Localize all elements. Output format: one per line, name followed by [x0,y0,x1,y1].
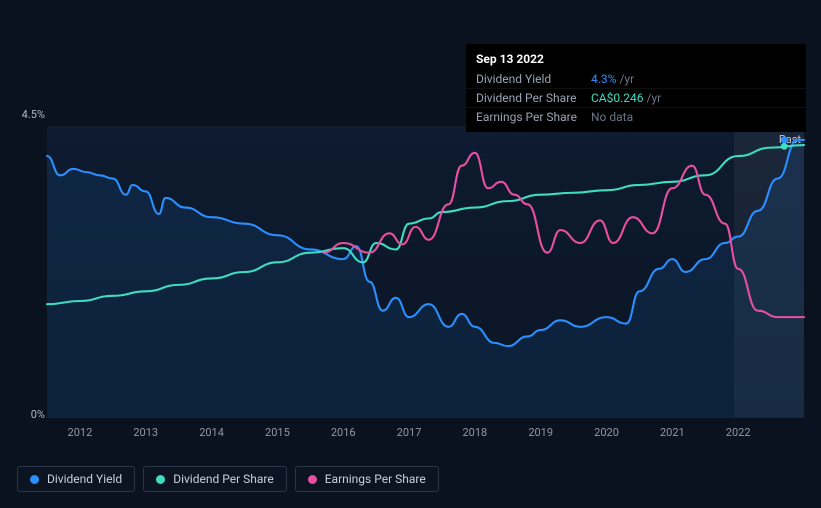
x-axis-tick: 2022 [726,426,751,439]
chart-tooltip: Sep 13 2022 Dividend Yield 4.3% /yr Divi… [466,44,806,132]
tooltip-label: Dividend Yield [476,72,591,86]
tooltip-value: 4.3% [591,72,616,86]
chart-svg [47,127,804,417]
x-axis: 2012 2013 2014 2015 2016 2017 2018 2019 2020 2021… [47,426,804,446]
x-axis-tick: 2013 [133,426,158,439]
legend-label: Dividend Per Share [173,472,274,486]
y-axis-label-min: 0% [17,408,45,421]
tooltip-row: Dividend Yield 4.3% /yr [466,70,806,89]
tooltip-unit: /yr [619,72,634,86]
legend-label: Earnings Per Share [325,472,426,486]
hover-dot-icon [781,136,788,143]
x-axis-tick: 2016 [331,426,356,439]
legend-dot-icon [308,475,317,484]
series-area [47,140,804,417]
tooltip-label: Earnings Per Share [476,110,591,124]
x-axis-tick: 2014 [199,426,224,439]
tooltip-value: CA$0.246 [591,91,644,105]
x-axis-tick: 2015 [265,426,290,439]
x-axis-tick: 2019 [528,426,553,439]
legend-item-dividend-per-share[interactable]: Dividend Per Share [143,466,287,492]
x-axis-tick: 2021 [660,426,685,439]
tooltip-value: No data [591,110,633,124]
hover-dot-icon [781,143,788,150]
legend-item-dividend-yield[interactable]: Dividend Yield [17,466,135,492]
y-axis-label-max: 4.5% [17,108,45,121]
tooltip-date: Sep 13 2022 [466,50,806,70]
tooltip-unit: /yr [647,91,662,105]
tooltip-label: Dividend Per Share [476,91,591,105]
chart-area[interactable]: 4.5% 0% Past 201220132014201520162017201… [17,108,806,448]
legend-dot-icon [156,475,165,484]
legend-dot-icon [30,475,39,484]
legend: Dividend Yield Dividend Per Share Earnin… [17,466,439,492]
x-axis-tick: 2012 [68,426,93,439]
tooltip-row: Dividend Per Share CA$0.246 /yr [466,89,806,108]
x-axis-tick: 2018 [462,426,487,439]
x-axis-tick: 2017 [397,426,422,439]
legend-label: Dividend Yield [47,472,122,486]
tooltip-row: Earnings Per Share No data [466,108,806,126]
legend-item-earnings-per-share[interactable]: Earnings Per Share [295,466,439,492]
plot-region[interactable]: Past [47,126,804,418]
x-axis-tick: 2020 [594,426,619,439]
